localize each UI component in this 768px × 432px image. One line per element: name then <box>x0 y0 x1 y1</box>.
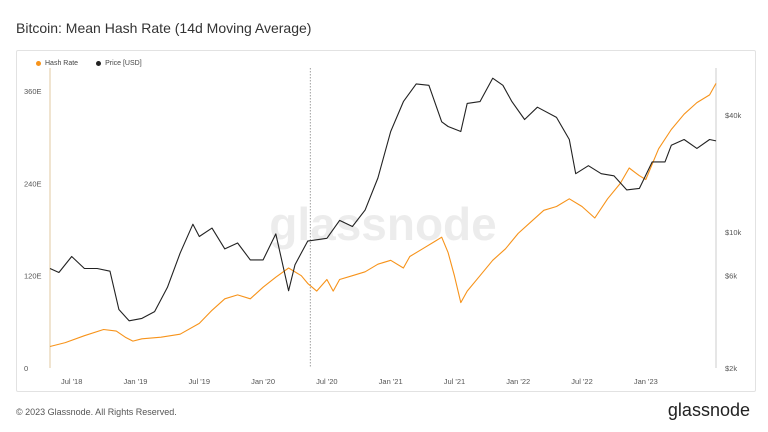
left-tick-label: 0 <box>24 364 28 373</box>
chart-frame <box>16 50 756 392</box>
x-tick-label: Jan '21 <box>379 377 403 386</box>
glassnode-logo: glassnode <box>667 400 750 420</box>
x-tick-label: Jan '19 <box>124 377 148 386</box>
right-tick-label: $10k <box>725 228 742 237</box>
copyright-text: © 2023 Glassnode. All Rights Reserved. <box>16 407 177 417</box>
legend-label-price: Price [USD] <box>105 60 142 67</box>
hash-rate-legend-dot <box>36 61 41 66</box>
right-tick-label: $6k <box>725 271 737 280</box>
x-tick-label: Jul '22 <box>571 377 592 386</box>
legend-item-hash-rate[interactable]: Hash Rate <box>36 60 78 67</box>
legend: Hash Rate Price [USD] <box>36 60 142 67</box>
watermark-text: glassnode <box>269 198 497 250</box>
legend-label-hash-rate: Hash Rate <box>45 60 79 67</box>
x-tick-label: Jan '23 <box>634 377 658 386</box>
hash-rate-series-line <box>49 83 717 348</box>
chart-title: Bitcoin: Mean Hash Rate (14d Moving Aver… <box>16 20 312 36</box>
x-tick-label: Jan '20 <box>251 377 275 386</box>
x-tick-label: Jul '20 <box>316 377 337 386</box>
right-tick-label: $2k <box>725 364 737 373</box>
x-tick-label: Jan '22 <box>506 377 530 386</box>
legend-item-price[interactable]: Price [USD] <box>96 60 142 67</box>
left-tick-label: 240E <box>24 179 42 188</box>
price-series-line <box>49 77 717 322</box>
x-tick-label: Jul '21 <box>444 377 465 386</box>
left-tick-label: 360E <box>24 87 42 96</box>
x-tick-label: Jul '18 <box>61 377 82 386</box>
x-tick-label: Jul '19 <box>189 377 210 386</box>
right-tick-label: $40k <box>725 111 742 120</box>
price-legend-dot <box>96 61 102 66</box>
left-tick-label: 120E <box>24 272 42 281</box>
